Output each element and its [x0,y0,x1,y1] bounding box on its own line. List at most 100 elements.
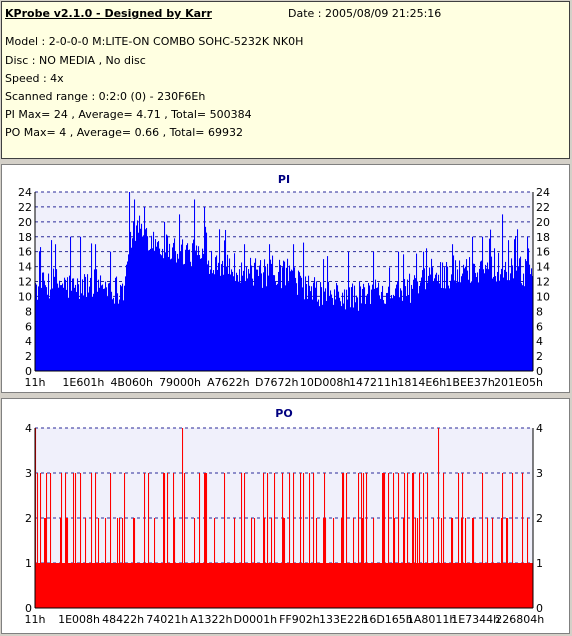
x-tick-label: 11h [25,613,46,626]
bar [331,294,333,371]
bar [267,473,269,608]
bar [265,563,267,608]
bar [480,563,482,608]
x-tick-label: 133E22h [319,613,368,626]
bar [527,236,529,371]
bar [358,473,360,608]
bar [45,518,47,608]
scan-date: Date : 2005/08/09 21:25:16 [288,7,442,20]
bar [112,563,114,608]
bar [178,258,180,371]
bar [201,563,203,608]
bar [411,563,413,608]
bar [54,563,56,608]
y-tick-label-right: 6 [536,320,543,333]
bar [259,563,261,608]
bar [444,563,446,608]
bar [210,563,212,608]
bar [233,563,235,608]
bar [419,473,421,608]
bar [315,287,317,371]
bar [154,250,156,371]
bar [71,290,73,371]
bar [293,244,295,371]
y-tick-label-right: 2 [536,512,543,525]
bar [248,563,250,608]
bar [387,292,389,371]
bar [441,287,443,371]
bar [347,299,349,371]
bar [418,563,420,608]
bar [372,284,374,371]
bar [79,298,81,371]
bar [413,473,415,608]
bar [97,291,99,371]
bar [445,288,447,371]
speed-line: Speed : 4x [5,72,64,85]
bar [170,563,172,608]
bar [167,235,169,371]
bar [291,563,293,608]
bar [396,284,398,371]
bar [426,563,428,608]
bar [349,287,351,371]
bar [163,473,165,608]
bar [448,563,450,608]
bar [300,275,302,371]
bar [345,563,347,608]
bar [455,563,457,608]
bar [304,563,306,608]
bar [450,280,452,371]
bar [253,285,255,371]
bar [157,242,159,371]
bar [299,563,301,608]
bar [97,563,99,608]
bar [109,282,111,371]
bar [234,253,236,371]
bar [443,288,445,371]
bar [363,473,365,608]
bar [249,563,251,608]
bar [415,518,417,608]
bar [481,563,483,608]
bar [466,563,468,608]
bar [185,249,187,371]
bar [266,563,268,608]
bar [272,255,274,371]
x-tick-label: 1814E6h [397,376,446,389]
bar [429,267,431,371]
bar [336,282,338,371]
x-tick-label: FF902h [279,613,320,626]
bar [507,280,509,371]
bar [92,563,94,608]
bar [207,563,209,608]
bar [223,274,225,371]
bar [410,563,412,608]
bar [359,281,361,371]
bar [198,563,200,608]
bar [339,563,341,608]
bar [127,563,129,608]
po-chart: PO 0 0 1 1 2 2 3 3 4 4 11h 1E008h 48422h 74021h A1322h D… [25,407,545,626]
bar [435,274,437,371]
bar [175,563,177,608]
bar [526,261,528,371]
y-tick-label-left: 4 [25,335,32,348]
bar [121,563,123,608]
bar [298,270,300,371]
bar [501,518,503,608]
bar [465,266,467,371]
bar [441,518,443,608]
bar [479,563,481,608]
bar [459,260,461,371]
bar [381,291,383,371]
bar [145,563,147,608]
bar [299,272,301,371]
bar [187,243,189,371]
bar [260,563,262,608]
bar [346,289,348,371]
bar [394,518,396,608]
bar [484,563,486,608]
bar [278,271,280,371]
bar [176,262,178,371]
